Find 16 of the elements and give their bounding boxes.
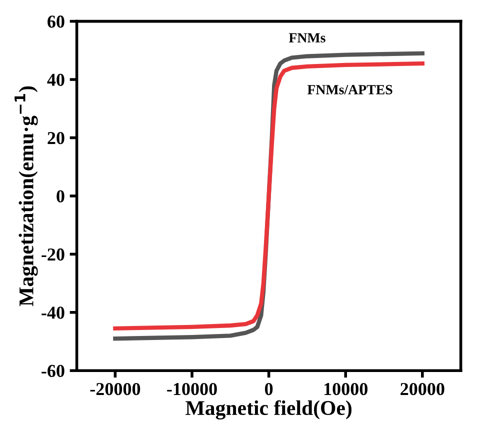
y-tick-label: 60 [48, 16, 64, 28]
x-tick-label: 0 [264, 382, 273, 396]
x-tick-label: -20000 [90, 382, 140, 396]
y-tick-label: -60 [42, 364, 64, 378]
y-tick-label: 0 [56, 190, 64, 202]
x-tick-label: 10000 [324, 382, 368, 396]
y-tick-label: -40 [42, 306, 64, 319]
x-axis-title: Magnetic field(Oe) [186, 400, 352, 420]
x-tick-label: 20000 [400, 382, 444, 396]
y-tick-label: 20 [48, 132, 64, 144]
x-tick-label: -10000 [167, 382, 217, 396]
series-label: FNMs/APTES [307, 85, 392, 94]
y-axis-title: Magnetization(emu·g$^{−1}$) [14, 86, 38, 306]
series-label: FNMs [288, 33, 326, 42]
y-tick-label: 40 [47, 74, 64, 86]
y-tick-label: -20 [42, 248, 64, 261]
